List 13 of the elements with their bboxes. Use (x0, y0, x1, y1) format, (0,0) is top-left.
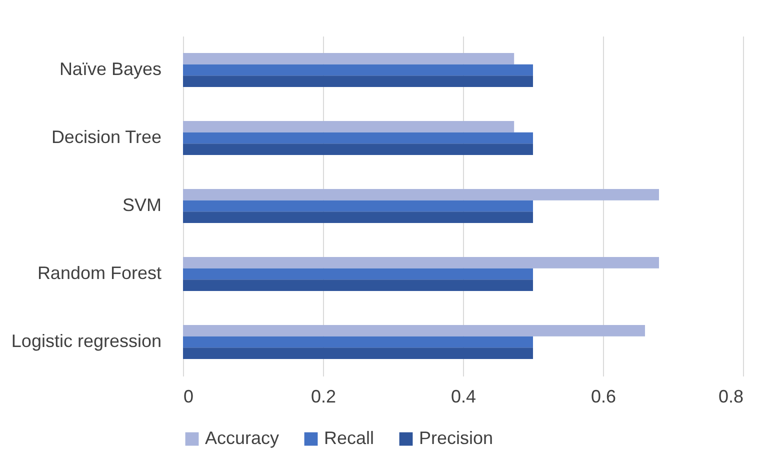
x-tick-label: 0 (184, 386, 194, 406)
y-tick-label: Naïve Bayes (59, 59, 162, 79)
x-tick-label: 0.2 (310, 386, 336, 406)
x-tick-label: 0.4 (450, 386, 476, 406)
x-tick-label: 0.6 (590, 386, 616, 406)
y-tick-label: Decision Tree (51, 127, 162, 147)
legend-label: Recall (324, 428, 374, 448)
y-tick-label: Random Forest (37, 263, 162, 283)
y-tick-label: Logistic regression (11, 331, 162, 351)
legend-label: Accuracy (205, 428, 280, 448)
legend-label: Precision (419, 428, 494, 448)
x-tick-label: 0.8 (718, 386, 744, 406)
y-tick-label: SVM (122, 195, 162, 215)
